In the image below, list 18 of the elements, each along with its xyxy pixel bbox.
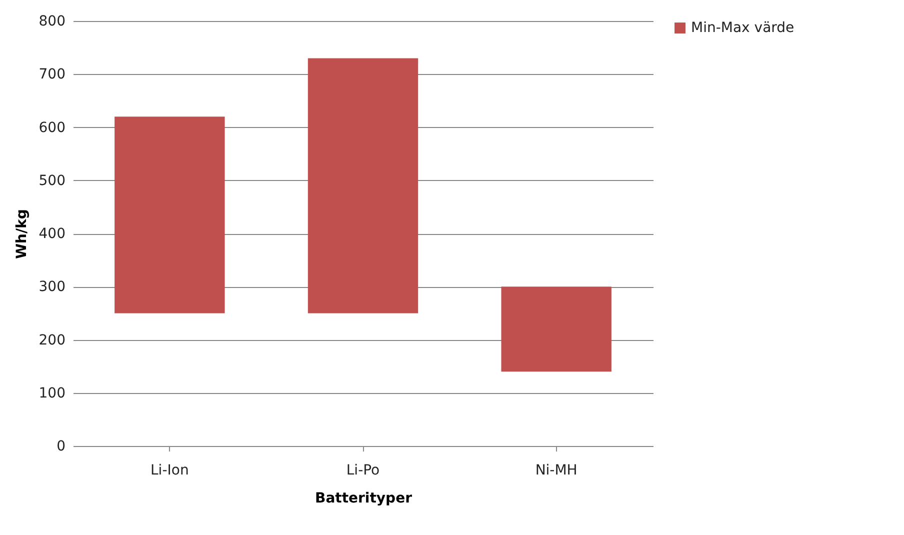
x-tick-label: Ni-MH <box>535 462 578 478</box>
x-tick-label: Li-Po <box>346 462 380 478</box>
y-tick-label: 100 <box>38 385 66 402</box>
y-tick-label: 400 <box>38 226 66 242</box>
x-axis-title: Batterityper <box>315 490 412 506</box>
y-tick-label: 800 <box>38 14 66 30</box>
bar <box>308 58 418 314</box>
y-tick-label: 300 <box>38 279 66 296</box>
y-tick-label: 600 <box>38 120 66 136</box>
x-tick-label: Li-Ion <box>150 462 189 478</box>
y-tick-label: 0 <box>56 438 66 454</box>
y-tick-label: 200 <box>38 332 66 348</box>
bar <box>501 286 612 372</box>
y-axis-title: Wh/kg <box>14 209 30 259</box>
bar <box>114 116 225 314</box>
y-tick-label: 700 <box>38 66 66 83</box>
y-tick-label: 500 <box>38 172 66 189</box>
legend-label: Min-Max värde <box>691 20 794 36</box>
